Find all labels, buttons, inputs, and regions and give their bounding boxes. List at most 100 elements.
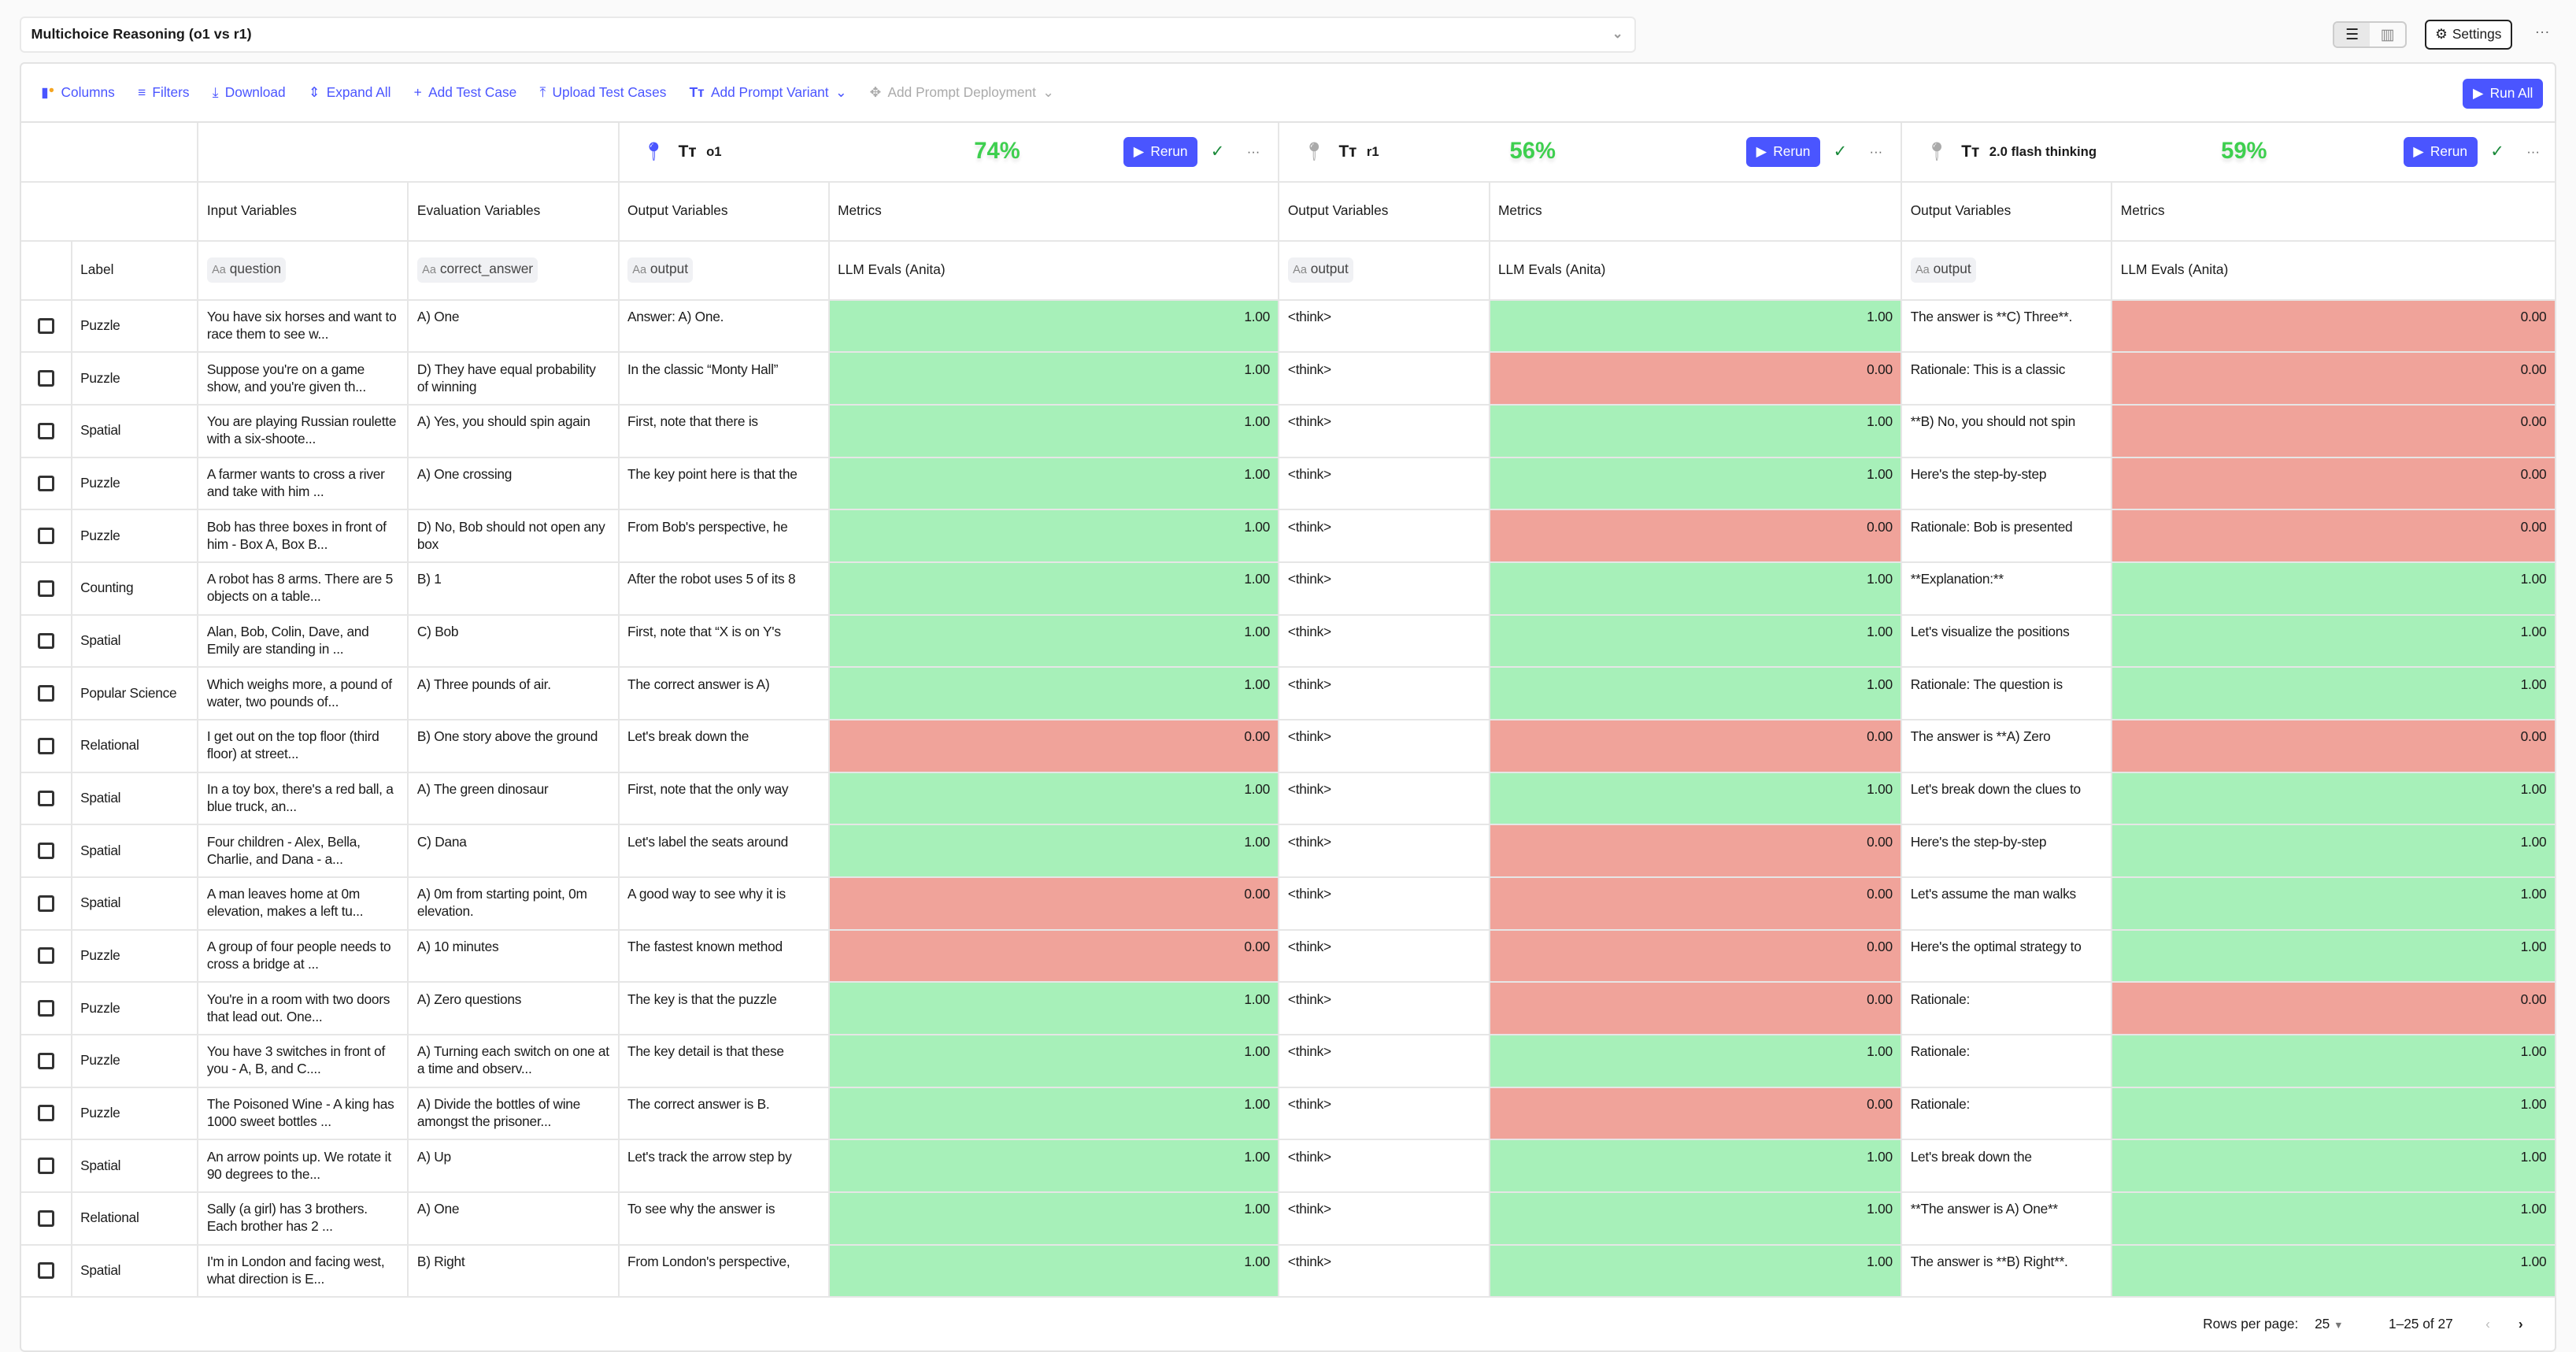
row-checkbox[interactable] — [37, 1209, 54, 1227]
view-toggle[interactable]: ☰ ▥ — [2333, 21, 2407, 48]
row-output[interactable]: Let's break down the clues to — [1902, 772, 2113, 826]
row-output[interactable]: To see why the answer is — [619, 1192, 830, 1246]
row-output[interactable]: Rationale: — [1902, 1087, 2113, 1141]
list-view-icon[interactable]: ☰ — [2334, 23, 2371, 46]
prev-page-icon[interactable]: ‹ — [2485, 1316, 2490, 1332]
add-prompt-variant-button[interactable]: Tт Add Prompt Variant ⌄ — [690, 84, 847, 101]
row-checkbox[interactable] — [37, 1262, 54, 1280]
row-checkbox[interactable] — [37, 632, 54, 650]
row-checkbox[interactable] — [37, 1052, 54, 1069]
row-output[interactable]: Rationale: Bob is presented — [1902, 510, 2113, 563]
row-output[interactable]: <think> — [1279, 983, 1490, 1035]
settings-button[interactable]: ⚙ Settings — [2424, 20, 2512, 50]
row-checkbox[interactable] — [37, 475, 54, 492]
row-output[interactable]: The key is that the puzzle — [619, 983, 830, 1035]
row-question[interactable]: The Poisoned Wine - A king has 1000 swee… — [198, 1087, 409, 1141]
row-output[interactable]: <think> — [1279, 510, 1490, 563]
row-output[interactable]: <think> — [1279, 1192, 1490, 1246]
row-question[interactable]: You're in a room with two doors that lea… — [198, 983, 409, 1035]
row-question[interactable]: An arrow points up. We rotate it 90 degr… — [198, 1140, 409, 1193]
row-question[interactable]: You have 3 switches in front of you - A,… — [198, 1035, 409, 1088]
row-output[interactable]: Let's break down the — [619, 720, 830, 773]
row-question[interactable]: I'm in London and facing west, what dire… — [198, 1245, 409, 1298]
row-output[interactable]: In the classic “Monty Hall” — [619, 353, 830, 406]
row-checkbox[interactable] — [37, 1000, 54, 1017]
row-question[interactable]: Suppose you're on a game show, and you'r… — [198, 353, 409, 406]
row-checkbox[interactable] — [37, 580, 54, 597]
row-checkbox[interactable] — [37, 370, 54, 387]
row-output[interactable]: <think> — [1279, 825, 1490, 878]
row-output[interactable]: First, note that there is — [619, 406, 830, 458]
row-output[interactable]: Answer: A) One. — [619, 300, 830, 354]
pin-icon[interactable]: 📍︎ — [1302, 140, 1326, 161]
row-question[interactable]: A farmer wants to cross a river and take… — [198, 457, 409, 511]
row-output[interactable]: The key detail is that these — [619, 1035, 830, 1088]
row-output[interactable]: The correct answer is B. — [619, 1087, 830, 1141]
more-options-icon[interactable]: ··· — [1869, 143, 1883, 159]
add-test-case-button[interactable]: + Add Test Case — [414, 84, 517, 101]
row-output[interactable]: Rationale: The question is — [1902, 668, 2113, 720]
row-output[interactable]: Rationale: — [1902, 983, 2113, 1035]
rows-per-page-select[interactable]: 25 ▼ — [2315, 1316, 2343, 1332]
row-question[interactable]: Sally (a girl) has 3 brothers. Each brot… — [198, 1192, 409, 1246]
more-options-icon[interactable]: ··· — [2534, 23, 2550, 40]
row-question[interactable]: I get out on the top floor (third floor)… — [198, 720, 409, 773]
upload-test-cases-button[interactable]: ⤒ Upload Test Cases — [539, 84, 666, 101]
row-checkbox[interactable] — [37, 895, 54, 912]
pin-icon[interactable]: 📍︎ — [1925, 140, 1949, 161]
row-checkbox[interactable] — [37, 317, 54, 335]
row-checkbox[interactable] — [37, 685, 54, 702]
row-output[interactable]: Let's label the seats around — [619, 825, 830, 878]
row-output[interactable]: Here's the optimal strategy to — [1902, 930, 2113, 983]
row-output[interactable]: <think> — [1279, 720, 1490, 773]
row-output[interactable]: <think> — [1279, 772, 1490, 826]
row-output[interactable]: The key point here is that the — [619, 457, 830, 511]
download-button[interactable]: ⤓ Download — [213, 84, 286, 101]
row-output[interactable]: The answer is **A) Zero — [1902, 720, 2113, 773]
row-output[interactable]: <think> — [1279, 457, 1490, 511]
row-output[interactable]: <think> — [1279, 1245, 1490, 1298]
row-output[interactable]: <think> — [1279, 1087, 1490, 1141]
row-output[interactable]: **Explanation:** — [1902, 563, 2113, 616]
row-question[interactable]: You have six horses and want to race the… — [198, 300, 409, 354]
row-question[interactable]: A group of four people needs to cross a … — [198, 930, 409, 983]
more-options-icon[interactable]: ··· — [2526, 143, 2540, 159]
row-output[interactable]: <think> — [1279, 615, 1490, 669]
row-output[interactable]: <think> — [1279, 930, 1490, 983]
row-question[interactable]: A robot has 8 arms. There are 5 objects … — [198, 563, 409, 616]
expand-all-button[interactable]: ⇕ Expand All — [309, 84, 391, 101]
row-output[interactable]: **The answer is A) One** — [1902, 1192, 2113, 1246]
row-question[interactable]: Alan, Bob, Colin, Dave, and Emily are st… — [198, 615, 409, 669]
row-checkbox[interactable] — [37, 528, 54, 545]
row-checkbox[interactable] — [37, 1105, 54, 1122]
row-output[interactable]: Let's assume the man walks — [1902, 877, 2113, 931]
row-question[interactable]: Four children - Alex, Bella, Charlie, an… — [198, 825, 409, 878]
row-checkbox[interactable] — [37, 422, 54, 439]
rerun-button[interactable]: ▶ Rerun — [1746, 137, 1820, 167]
row-checkbox[interactable] — [37, 947, 54, 965]
row-output[interactable]: <think> — [1279, 353, 1490, 406]
row-output[interactable]: The fastest known method — [619, 930, 830, 983]
row-output[interactable]: <think> — [1279, 1140, 1490, 1193]
row-output[interactable]: <think> — [1279, 668, 1490, 720]
columns-button[interactable]: ▮● Columns — [41, 84, 115, 101]
add-prompt-deployment-button[interactable]: ✥ Add Prompt Deployment ⌄ — [870, 84, 1054, 101]
evaluation-selector[interactable]: Multichoice Reasoning (o1 vs r1) ⌄ — [20, 16, 1637, 53]
row-output[interactable]: Let's visualize the positions — [1902, 615, 2113, 669]
run-all-button[interactable]: ▶ Run All — [2463, 79, 2544, 109]
row-output[interactable]: Here's the step-by-step — [1902, 825, 2113, 878]
row-output[interactable]: Let's break down the — [1902, 1140, 2113, 1193]
row-question[interactable]: In a toy box, there's a red ball, a blue… — [198, 772, 409, 826]
row-question[interactable]: A man leaves home at 0m elevation, makes… — [198, 877, 409, 931]
row-question[interactable]: You are playing Russian roulette with a … — [198, 406, 409, 458]
row-output[interactable]: From Bob's perspective, he — [619, 510, 830, 563]
row-output[interactable]: Rationale: — [1902, 1035, 2113, 1088]
row-output[interactable]: First, note that “X is on Y's — [619, 615, 830, 669]
row-output[interactable]: From London's perspective, — [619, 1245, 830, 1298]
row-output[interactable]: <think> — [1279, 406, 1490, 458]
row-output[interactable]: <think> — [1279, 1035, 1490, 1088]
table-view-icon[interactable]: ▥ — [2380, 25, 2395, 43]
row-output[interactable]: **B) No, you should not spin — [1902, 406, 2113, 458]
row-output[interactable]: <think> — [1279, 300, 1490, 354]
row-output[interactable]: Here's the step-by-step — [1902, 457, 2113, 511]
